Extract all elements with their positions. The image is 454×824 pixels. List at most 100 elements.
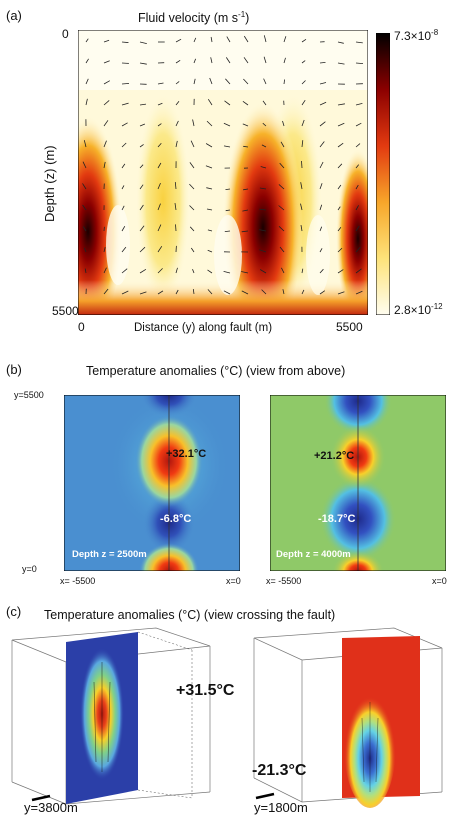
velocity-arrow bbox=[139, 103, 147, 106]
velocity-arrow bbox=[82, 226, 87, 232]
velocity-arrow bbox=[301, 99, 306, 106]
panel-b-title: Temperature anomalies (°C) (view from ab… bbox=[86, 364, 346, 378]
velocity-arrow bbox=[355, 290, 363, 295]
velocity-arrow bbox=[319, 183, 323, 190]
velocity-arrow bbox=[210, 57, 213, 64]
velocity-arrow bbox=[139, 204, 144, 211]
velocity-arrow bbox=[301, 38, 307, 43]
panel-b-y-top: y=5500 bbox=[14, 390, 44, 400]
velocity-arrow bbox=[193, 78, 196, 85]
velocity-arrow bbox=[225, 57, 231, 64]
velocity-arrow bbox=[121, 290, 129, 295]
velocity-arrow bbox=[175, 289, 179, 295]
velocity-arrow bbox=[121, 142, 127, 148]
velocity-arrow bbox=[301, 289, 305, 295]
velocity-arrow bbox=[175, 120, 179, 127]
velocity-arrow bbox=[174, 182, 177, 190]
b-right-x-left: x= -5500 bbox=[266, 576, 302, 586]
velocity-arrow bbox=[278, 226, 285, 232]
velocity-arrow bbox=[355, 164, 360, 169]
velocity-arrow bbox=[85, 58, 89, 64]
velocity-arrow bbox=[241, 271, 249, 274]
velocity-arrow bbox=[355, 143, 361, 148]
velocity-field-plot bbox=[78, 30, 368, 315]
velocity-arrow bbox=[157, 268, 163, 274]
velocity-arrow bbox=[282, 120, 285, 127]
velocity-arrow bbox=[192, 119, 195, 127]
velocity-arrow bbox=[205, 143, 213, 148]
velocity-arrow bbox=[207, 269, 213, 274]
velocity-arrow bbox=[205, 165, 213, 169]
b-right-x-right: x=0 bbox=[432, 576, 447, 586]
velocity-arrow bbox=[241, 230, 249, 233]
velocity-arrow bbox=[103, 288, 109, 295]
velocity-arrow bbox=[82, 183, 87, 190]
velocity-arrow bbox=[259, 249, 267, 253]
velocity-arrow bbox=[337, 163, 343, 169]
velocity-arrow bbox=[223, 145, 231, 148]
velocity-arrow bbox=[355, 268, 362, 274]
velocity-arrow bbox=[300, 225, 303, 232]
velocity-arrow bbox=[139, 291, 147, 295]
velocity-arrow bbox=[337, 122, 345, 127]
velocity-arrow bbox=[337, 41, 344, 44]
panel-a-y-top: 0 bbox=[62, 27, 69, 41]
velocity-arrow bbox=[242, 209, 249, 212]
velocity-arrow bbox=[139, 144, 144, 148]
colorbar-max-exp: -8 bbox=[431, 28, 439, 37]
b-left-x-left: x= -5500 bbox=[60, 576, 96, 586]
velocity-arrow bbox=[355, 205, 359, 211]
velocity-arrow bbox=[103, 120, 109, 127]
panel-a-title-text: Fluid velocity (m s bbox=[138, 11, 239, 26]
velocity-arrow bbox=[319, 101, 327, 106]
velocity-arrow bbox=[207, 98, 213, 106]
velocity-arrow bbox=[157, 182, 161, 190]
panel-a-y-axis-label: Depth (z) (m) bbox=[42, 145, 57, 222]
velocity-arrow bbox=[224, 230, 231, 232]
velocity-arrow bbox=[337, 206, 341, 211]
velocity-arrow bbox=[319, 204, 323, 211]
velocity-arrow bbox=[337, 62, 345, 65]
velocity-arrow bbox=[259, 269, 267, 274]
velocity-arrow bbox=[157, 290, 164, 295]
velocity-arrow bbox=[241, 290, 249, 295]
temperature-map-depth-4000 bbox=[270, 395, 446, 571]
velocity-arrow bbox=[337, 247, 343, 253]
velocity-arrow bbox=[355, 122, 362, 127]
velocity-arrow bbox=[157, 142, 162, 148]
velocity-arrow bbox=[355, 225, 360, 232]
panel-a-label: (a) bbox=[6, 8, 22, 23]
anno-b-left-hot: +32.1°C bbox=[166, 448, 207, 460]
panel-c-title: Temperature anomalies (°C) (view crossin… bbox=[44, 608, 336, 622]
velocity-arrow bbox=[263, 78, 267, 85]
velocity-arrow bbox=[259, 208, 267, 211]
velocity-arrow bbox=[175, 267, 178, 274]
slice-label-left: y=3800m bbox=[24, 800, 78, 815]
velocity-arrow bbox=[355, 62, 364, 64]
velocity-arrow bbox=[157, 123, 162, 127]
velocity-arrow bbox=[259, 229, 267, 232]
velocity-arrow bbox=[283, 57, 286, 64]
velocity-arrow bbox=[260, 166, 267, 169]
velocity-arrow bbox=[192, 289, 195, 295]
velocity-arrow bbox=[207, 249, 213, 253]
velocity-arrow bbox=[83, 140, 87, 148]
velocity-arrow bbox=[301, 80, 306, 85]
velocity-arrow bbox=[193, 37, 197, 43]
velocity-arrow bbox=[319, 248, 323, 253]
velocity-arrow bbox=[189, 205, 195, 211]
velocity-arrow bbox=[84, 268, 87, 274]
velocity-arrow bbox=[223, 122, 231, 127]
velocity-arrow bbox=[139, 164, 144, 169]
velocity-arrow bbox=[319, 82, 327, 85]
velocity-arrow bbox=[301, 268, 304, 274]
temperature-map-depth-2500 bbox=[64, 395, 240, 571]
velocity-arrow bbox=[189, 162, 195, 169]
velocity-arrow bbox=[301, 60, 306, 64]
velocity-arrow bbox=[319, 141, 325, 148]
velocity-arrow bbox=[243, 78, 249, 85]
velocity-colorbar bbox=[376, 33, 390, 315]
velocity-arrow bbox=[175, 224, 177, 232]
velocity-arrow bbox=[319, 161, 324, 169]
velocity-arrow bbox=[103, 247, 106, 253]
